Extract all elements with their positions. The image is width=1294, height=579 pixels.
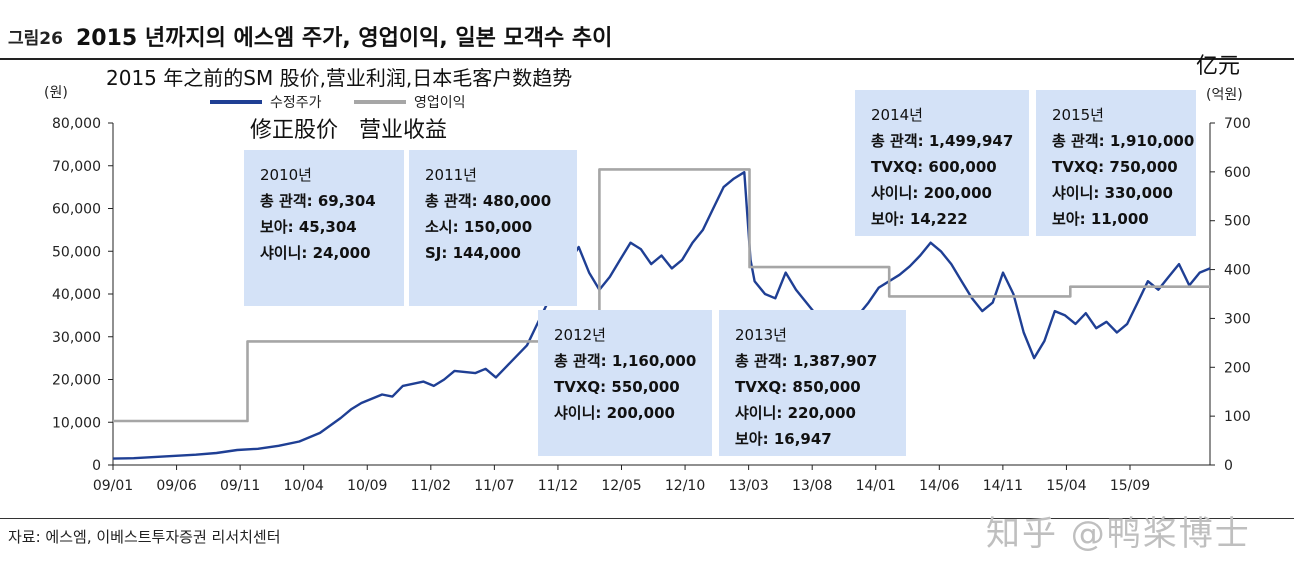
y-left-tick-label: 20,000 — [52, 373, 101, 389]
source-note: 자료: 에스엠, 이베스트투자증권 리서치센터 — [8, 528, 281, 546]
y-left-tick-label: 10,000 — [52, 415, 101, 431]
x-tick-label: 12/10 — [665, 478, 705, 494]
annotation-line: 보아: 11,000 — [1052, 210, 1149, 228]
annotation-line: TVXQ: 600,000 — [871, 158, 997, 176]
series-line-operating-profit — [113, 168, 1210, 423]
chinese-title-annotation: 2015 年之前的SM 股价,营业利润,日本毛客户数趋势 — [106, 66, 573, 90]
y-left-tick-label: 30,000 — [52, 330, 101, 346]
annotation-line: 샤이니: 330,000 — [1052, 184, 1173, 202]
annotation-line: 보아: 16,947 — [735, 430, 832, 448]
x-tick-label: 12/05 — [601, 478, 641, 494]
watermark: 知乎 @鸭桨博士 — [986, 514, 1251, 554]
annotation-line: TVXQ: 750,000 — [1052, 158, 1178, 176]
annotation-line: 총 관객: 1,387,907 — [735, 352, 878, 370]
annotation-line: 샤이니: 200,000 — [871, 184, 992, 202]
annotation-year: 2010년 — [260, 166, 312, 184]
x-tick-label: 14/06 — [919, 478, 959, 494]
y-left-tick-label: 40,000 — [52, 287, 101, 303]
annotation-year: 2011년 — [425, 166, 477, 184]
y-right-tick-label: 400 — [1224, 263, 1251, 279]
figure-label: 그림26 — [8, 29, 63, 49]
legend-item-operating-profit: 영업이익 — [353, 92, 466, 112]
x-tick-label: 09/11 — [220, 478, 260, 494]
y-right-tick-label: 100 — [1224, 409, 1251, 425]
annotation-line: 샤이니: 220,000 — [735, 404, 856, 422]
y-right-tick-label: 0 — [1224, 458, 1233, 474]
annotation-line: 보아: 14,222 — [871, 210, 968, 228]
annotation-line: 보아: 45,304 — [260, 218, 357, 236]
annotation-line: TVXQ: 550,000 — [554, 378, 680, 396]
annotation-year: 2014년 — [871, 106, 923, 124]
right-axis-unit: (억원) — [1206, 87, 1243, 103]
y-left-tick-label: 60,000 — [52, 202, 101, 218]
y-left-tick-label: 50,000 — [52, 244, 101, 260]
figure-title: 2015 년까지의 에스엠 주가, 영업이익, 일본 모객수 추이 — [76, 26, 613, 51]
legend-item-stock-price: 수정주가 — [210, 92, 322, 112]
annotation-line: 샤이니: 24,000 — [260, 244, 371, 262]
annotation-line: SJ: 144,000 — [425, 244, 521, 262]
annotation-line: 총 관객: 69,304 — [260, 192, 376, 210]
annotation-line: TVXQ: 850,000 — [735, 378, 861, 396]
annotation-line: 소시: 150,000 — [425, 218, 533, 236]
x-tick-label: 15/04 — [1046, 478, 1086, 494]
y-right-tick-label: 500 — [1224, 214, 1251, 230]
annotation-year: 2013년 — [735, 326, 787, 344]
x-tick-label: 15/09 — [1110, 478, 1150, 494]
legend-cn-stock-price: 修正股价 — [250, 118, 339, 143]
x-tick-label: 10/09 — [347, 478, 387, 494]
x-tick-label: 09/01 — [93, 478, 133, 494]
legend-chinese-annotation: 修正股价 营业收益 — [250, 112, 461, 144]
x-tick-label: 13/08 — [792, 478, 832, 494]
x-tick-label: 14/11 — [983, 478, 1023, 494]
legend-cn-operating-profit: 营业收益 — [359, 118, 448, 143]
annotation-line: 총 관객: 480,000 — [425, 192, 552, 210]
chinese-unit-annotation: 亿元 — [1196, 54, 1241, 79]
x-tick-label: 11/07 — [474, 478, 514, 494]
y-right-tick-label: 700 — [1224, 116, 1251, 132]
x-tick-label: 10/04 — [284, 478, 324, 494]
series-line-stock-price — [112, 171, 1211, 460]
legend-label-operating-profit: 영업이익 — [413, 95, 466, 111]
x-tick-label: 11/02 — [411, 478, 451, 494]
y-right-tick-label: 300 — [1224, 311, 1251, 327]
legend-label-stock-price: 수정주가 — [270, 95, 322, 111]
y-right-tick-label: 600 — [1224, 165, 1251, 181]
x-tick-label: 11/12 — [538, 478, 578, 494]
annotation-line: 총 관객: 1,499,947 — [871, 132, 1014, 150]
annotation-line: 샤이니: 200,000 — [554, 404, 675, 422]
top-rule — [0, 58, 1294, 60]
y-right-tick-label: 200 — [1224, 360, 1251, 376]
annotation-year: 2012년 — [554, 326, 606, 344]
legend-swatch-operating-profit — [353, 100, 406, 104]
annotation-line: 총 관객: 1,910,000 — [1052, 132, 1195, 150]
left-axis-unit: (원) — [44, 85, 68, 101]
x-tick-label: 09/06 — [156, 478, 196, 494]
x-tick-label: 14/01 — [856, 478, 896, 494]
bottom-rule — [0, 518, 1294, 519]
x-tick-label: 13/03 — [728, 478, 768, 494]
legend: 수정주가 영업이익 — [210, 92, 494, 112]
y-left-tick-label: 80,000 — [52, 116, 101, 132]
legend-swatch-stock-price — [210, 100, 262, 104]
y-left-tick-label: 0 — [92, 458, 101, 474]
annotation-year: 2015년 — [1052, 106, 1104, 124]
annotation-line: 총 관객: 1,160,000 — [554, 352, 697, 370]
y-left-tick-label: 70,000 — [52, 159, 101, 175]
